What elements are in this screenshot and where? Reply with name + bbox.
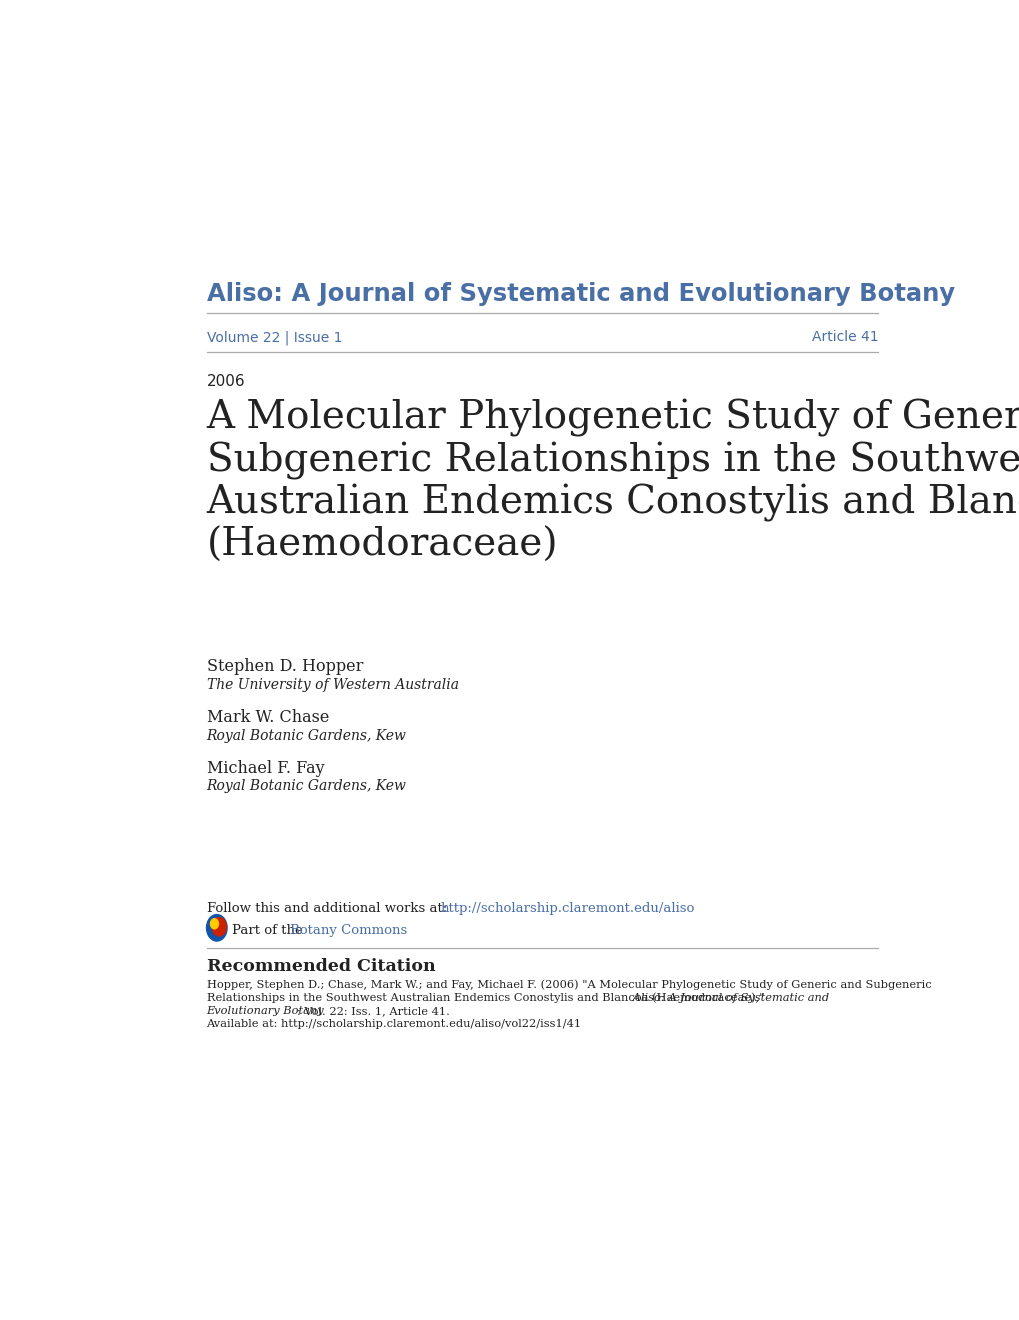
Text: Royal Botanic Gardens, Kew: Royal Botanic Gardens, Kew xyxy=(206,779,406,793)
Text: Aliso: A Journal of Systematic and Evolutionary Botany: Aliso: A Journal of Systematic and Evolu… xyxy=(206,281,954,306)
Text: Part of the: Part of the xyxy=(231,924,307,937)
Text: Article 41: Article 41 xyxy=(811,330,877,345)
Text: Michael F. Fay: Michael F. Fay xyxy=(206,760,324,777)
Text: Botany Commons: Botany Commons xyxy=(289,924,407,937)
Text: Hopper, Stephen D.; Chase, Mark W.; and Fay, Michael F. (2006) "A Molecular Phyl: Hopper, Stephen D.; Chase, Mark W.; and … xyxy=(206,979,930,990)
Circle shape xyxy=(212,917,226,936)
Text: A Molecular Phylogenetic Study of Generic and
Subgeneric Relationships in the So: A Molecular Phylogenetic Study of Generi… xyxy=(206,399,1019,564)
Text: Royal Botanic Gardens, Kew: Royal Botanic Gardens, Kew xyxy=(206,729,406,743)
Text: : Vol. 22: Iss. 1, Article 41.: : Vol. 22: Iss. 1, Article 41. xyxy=(298,1006,450,1016)
Text: Volume 22 | Issue 1: Volume 22 | Issue 1 xyxy=(206,330,341,345)
Text: Aliso: A Journal of Systematic and: Aliso: A Journal of Systematic and xyxy=(629,993,828,1003)
Text: Stephen D. Hopper: Stephen D. Hopper xyxy=(206,659,363,676)
Text: Evolutionary Botany: Evolutionary Botany xyxy=(206,1006,324,1016)
Text: Relationships in the Southwest Australian Endemics Conostylis and Blancoa (Haemo: Relationships in the Southwest Australia… xyxy=(206,993,763,1003)
Text: 2006: 2006 xyxy=(206,374,245,389)
Text: Recommended Citation: Recommended Citation xyxy=(206,958,435,975)
Text: Available at: http://scholarship.claremont.edu/aliso/vol22/iss1/41: Available at: http://scholarship.claremo… xyxy=(206,1019,581,1030)
Text: The University of Western Australia: The University of Western Australia xyxy=(206,677,459,692)
Text: Follow this and additional works at:: Follow this and additional works at: xyxy=(206,903,450,915)
Text: Mark W. Chase: Mark W. Chase xyxy=(206,709,328,726)
Text: http://scholarship.claremont.edu/aliso: http://scholarship.claremont.edu/aliso xyxy=(440,903,694,915)
Circle shape xyxy=(210,919,218,929)
Circle shape xyxy=(206,915,227,941)
